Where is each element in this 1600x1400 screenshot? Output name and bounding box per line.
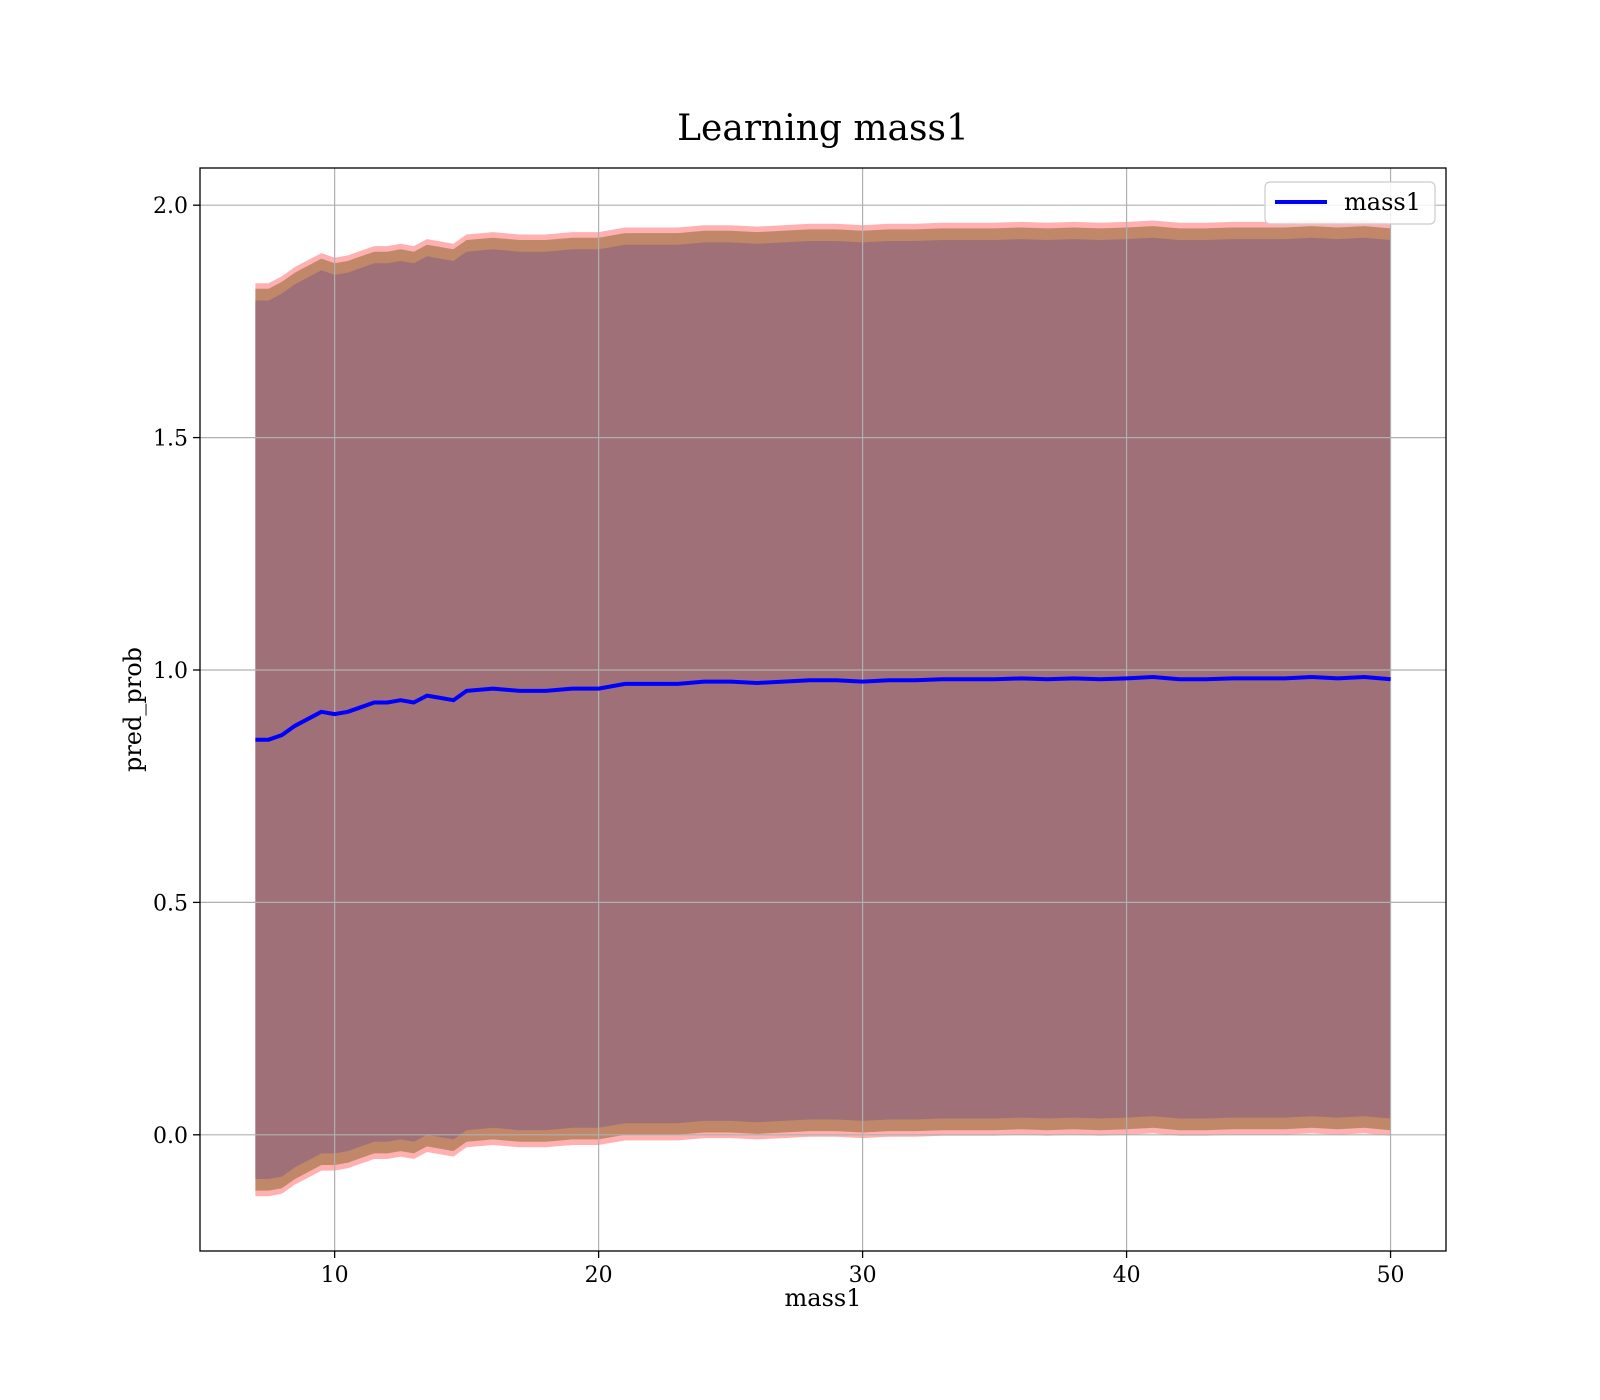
series-line-mass1 xyxy=(255,675,1391,742)
chart-title: Learning mass1 xyxy=(677,108,969,149)
legend-box xyxy=(1264,181,1436,225)
band-inner xyxy=(255,237,1391,1179)
y-tick-label: 0.5 xyxy=(153,891,188,916)
x-tick-label: 50 xyxy=(1377,1263,1405,1288)
y-tick-label: 1.5 xyxy=(153,427,188,452)
x-tick-label: 20 xyxy=(585,1263,613,1288)
legend-label-mass1: mass1 xyxy=(1344,188,1421,216)
x-axis-label: mass1 xyxy=(785,1284,862,1312)
y-tick-label: 1.0 xyxy=(153,659,188,684)
axes-frame xyxy=(199,167,1447,1252)
x-tick-label: 30 xyxy=(849,1263,877,1288)
y-tick-label: 0.0 xyxy=(153,1124,188,1149)
y-tick-label: 2.0 xyxy=(153,194,188,219)
y-axis-label: pred_prob xyxy=(119,647,147,772)
x-tick-label: 10 xyxy=(321,1263,349,1288)
x-tick-label: 40 xyxy=(1113,1263,1141,1288)
